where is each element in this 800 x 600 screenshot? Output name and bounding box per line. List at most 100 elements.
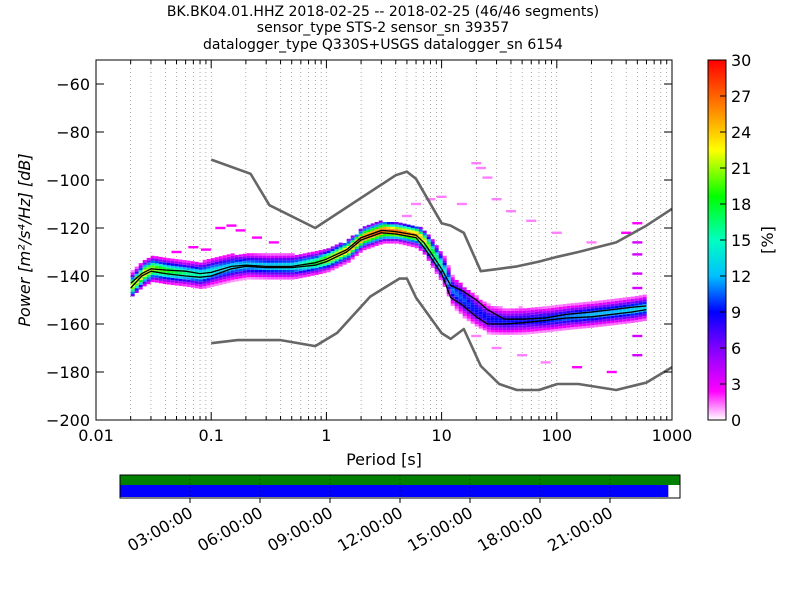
density-cell [270, 277, 275, 280]
density-cell [514, 332, 519, 335]
density-cell [506, 308, 511, 311]
density-cell [394, 226, 399, 230]
density-cell [394, 231, 399, 234]
density-cell [178, 283, 183, 286]
density-cell [194, 281, 199, 284]
density-cell [390, 241, 395, 244]
density-cell [350, 249, 355, 253]
density-cell [286, 258, 291, 261]
density-cell [358, 243, 363, 246]
density-cell [514, 325, 519, 328]
density-cell [274, 272, 279, 275]
density-cell [270, 270, 275, 273]
density-cell [210, 279, 215, 283]
density-cell [594, 324, 599, 328]
density-cell [190, 280, 195, 283]
density-cell [198, 279, 203, 282]
density-cell [614, 320, 619, 323]
density-outlier-cell [436, 195, 447, 198]
density-cell [426, 258, 431, 261]
density-cell [526, 331, 531, 335]
density-cell [138, 267, 143, 271]
density-cell [202, 259, 207, 263]
title-line-2: sensor_type STS-2 sensor_sn 39357 [257, 20, 509, 36]
density-cell [574, 305, 579, 308]
density-cell [470, 314, 475, 317]
density-cell [510, 320, 515, 323]
density-cell [298, 254, 303, 257]
density-cell [182, 264, 187, 268]
density-cell [546, 315, 551, 318]
density-cell [270, 267, 275, 270]
density-cell [342, 250, 347, 253]
density-cell [242, 260, 247, 264]
density-cell [230, 277, 235, 280]
density-cell [426, 251, 431, 254]
density-cell [302, 272, 307, 275]
density-cell [462, 287, 467, 290]
density-outlier-cell [471, 162, 482, 165]
density-cell [246, 267, 251, 270]
density-cell [602, 311, 607, 315]
density-cell [206, 258, 211, 262]
density-cell [154, 258, 159, 262]
density-cell [334, 251, 339, 255]
density-cell [186, 265, 191, 268]
density-cell [630, 313, 635, 316]
density-cell [254, 258, 259, 261]
density-cell [174, 280, 179, 284]
density-cell [354, 234, 359, 237]
density-cell [578, 307, 583, 310]
density-cell [334, 263, 339, 267]
density-cell [402, 223, 407, 227]
density-cell [290, 253, 295, 256]
density-cell [390, 229, 395, 232]
density-outlier-cell [526, 219, 537, 222]
density-cell [550, 317, 555, 320]
density-cell [434, 254, 439, 258]
density-cell [562, 315, 567, 319]
density-cell [550, 327, 555, 330]
density-cell [354, 253, 359, 257]
density-cell [154, 280, 159, 283]
density-cell [426, 236, 431, 240]
density-cell [266, 277, 271, 280]
density-cell [506, 327, 511, 330]
density-cell [482, 301, 487, 304]
density-cell [610, 320, 615, 323]
density-cell [266, 267, 271, 270]
density-cell [254, 277, 259, 280]
density-outlier-cell [632, 272, 643, 275]
density-cell [642, 297, 647, 300]
density-cell [130, 291, 135, 294]
density-cell [490, 306, 495, 309]
density-cell [430, 263, 435, 266]
density-cell [406, 226, 411, 230]
density-cell [522, 332, 527, 335]
density-cell [462, 304, 467, 307]
density-cell [554, 316, 559, 320]
density-cell [494, 318, 499, 321]
density-cell [362, 240, 367, 244]
density-cell [570, 303, 575, 306]
density-cell [286, 253, 291, 256]
y-axis-ticks: −200 −180 −160 −140 −120 −100 −80 −60 [46, 75, 672, 430]
density-cell [414, 228, 419, 232]
coverage-tick-label: 03:00:00 [124, 503, 196, 555]
density-cell [398, 239, 403, 242]
density-cell [266, 258, 271, 261]
density-cell [590, 301, 595, 304]
density-cell [590, 313, 595, 316]
density-cell [534, 321, 539, 324]
density-cell [458, 306, 463, 310]
density-cell [230, 274, 235, 278]
density-cell [326, 250, 331, 254]
density-cell [258, 258, 263, 261]
density-cell [290, 272, 295, 275]
density-cell [514, 308, 519, 311]
density-cell [322, 268, 327, 271]
density-cell [306, 274, 311, 277]
density-cell [570, 305, 575, 308]
density-cell [178, 264, 183, 267]
density-cell [394, 238, 399, 242]
